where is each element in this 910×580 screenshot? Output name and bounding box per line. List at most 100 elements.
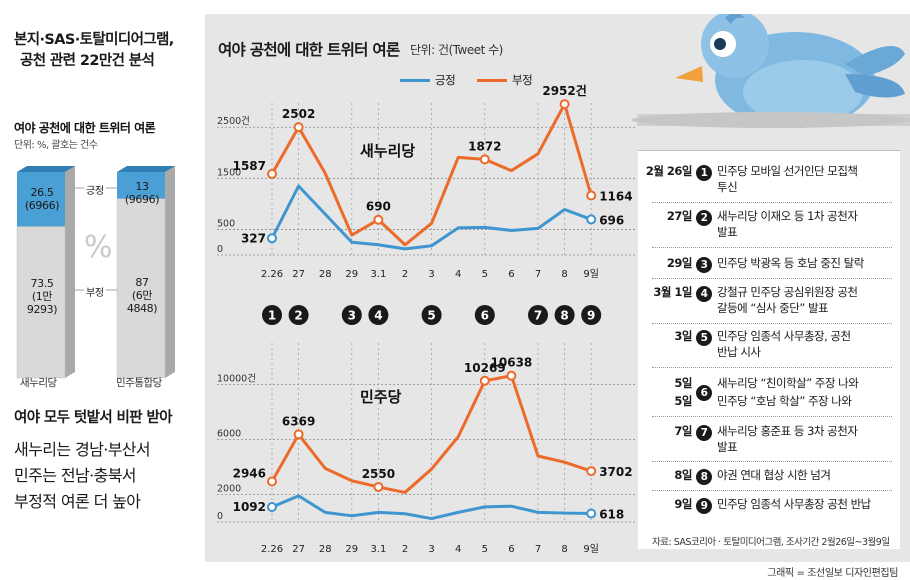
timeline-number-badge: 5	[696, 330, 712, 346]
data-point	[479, 375, 490, 386]
data-point	[506, 370, 517, 381]
data-point	[267, 501, 277, 512]
data-point	[559, 99, 570, 110]
timeline-text2: 발표	[717, 225, 738, 239]
x-tick-label: 8	[561, 269, 567, 280]
timeline-date: 7일	[674, 424, 692, 438]
data-label: 1092	[233, 500, 266, 514]
percent-symbol: %	[84, 230, 113, 265]
x-tick-label: 6	[508, 544, 514, 555]
timeline-date: 3일	[674, 329, 692, 343]
series-line-negative	[270, 102, 593, 247]
data-point	[373, 214, 384, 225]
event-number-label: 7	[534, 309, 542, 323]
data-point	[586, 466, 597, 477]
timeline-date: 2월 26일	[645, 164, 693, 178]
timeline-date: 27일	[666, 209, 693, 223]
timeline-date: 5일	[674, 376, 692, 390]
bar-positive-segment	[17, 172, 65, 227]
timeline-text: 민주당 임종석 사무총장, 공천	[717, 329, 851, 343]
x-tick-label: 29	[345, 269, 358, 280]
bar2-negative-value: 87	[135, 276, 149, 289]
timeline-separator	[652, 461, 892, 462]
series-line-positive	[270, 184, 592, 251]
data-point	[267, 476, 277, 487]
x-tick-label: 5	[482, 269, 488, 280]
timeline-separator	[652, 490, 892, 491]
bar-side	[165, 166, 175, 378]
headline-line2: 공천 관련 22만건 분석	[20, 53, 155, 69]
twitter-bird-icon	[631, 14, 910, 128]
timeline-separator	[652, 323, 892, 324]
timeline-date: 9일	[674, 497, 692, 511]
timeline-text2: 발표	[717, 440, 738, 454]
timeline-text: 새누리당 홍준표 등 3차 공천자	[717, 424, 858, 438]
event-number-label: 3	[348, 309, 356, 323]
x-tick-label: 5	[482, 544, 488, 555]
data-point	[373, 481, 384, 492]
x-tick-label: 3.1	[370, 269, 386, 280]
data-label: 2946	[233, 466, 266, 480]
timeline-separator	[652, 278, 892, 279]
event-number-label: 1	[268, 309, 276, 323]
headline-line1: 본지·SAS·토탈미디어그램,	[14, 32, 174, 48]
data-label: 10638	[491, 356, 533, 370]
bar-section-unit: 단위: %, 괄호는 건수	[14, 140, 98, 151]
timeline-separator	[652, 367, 892, 368]
data-point	[479, 154, 490, 165]
event-number-badge	[554, 305, 575, 325]
x-tick-label: 7	[535, 269, 541, 280]
data-point	[267, 233, 277, 244]
data-label: 2550	[362, 467, 395, 481]
chart-title: 새누리당	[360, 142, 415, 160]
bar-side	[65, 166, 75, 378]
event-number-badge	[262, 305, 282, 325]
x-tick-label: 2.26	[261, 544, 283, 555]
data-label: 2502	[282, 107, 315, 121]
x-tick-label: 28	[319, 544, 332, 555]
timeline-number-badge: 8	[696, 469, 712, 485]
y-tick-label: 10000건	[217, 374, 256, 385]
x-tick-label: 3	[428, 544, 434, 555]
y-tick-label: 0	[217, 511, 223, 522]
summary-line2: 민주는 전남·충북서	[14, 466, 137, 485]
bar1-positive-count: (6966)	[24, 199, 60, 212]
bar-section-title: 여야 공천에 대한 트위터 여론	[14, 121, 156, 135]
timeline-text2: 민주당 “호남 학살” 주장 나와	[717, 394, 852, 408]
timeline-date2: 5일	[674, 394, 692, 408]
panel-title: 여야 공천에 대한 트위터 여론	[218, 41, 400, 59]
data-point	[267, 168, 277, 179]
y-tick-label: 2500건	[217, 116, 250, 127]
data-label: 10269	[464, 361, 506, 375]
event-number-badge	[474, 305, 495, 325]
event-number-badge	[528, 305, 548, 325]
event-number-label: 6	[481, 309, 489, 323]
data-point	[586, 214, 597, 225]
x-tick-label: 7	[535, 544, 541, 555]
event-number-badge	[368, 305, 389, 325]
bar2-positive-value: 13	[135, 180, 149, 193]
data-point	[586, 190, 597, 201]
event-number-label: 8	[560, 309, 568, 323]
timeline-number-badge: 1	[696, 165, 712, 181]
x-tick-label: 3	[428, 269, 434, 280]
data-label: 1587	[233, 159, 266, 173]
timeline-text: 민주당 박광옥 등 호남 중진 탈락	[717, 256, 864, 270]
bar2-negative-count-b: 4848)	[126, 302, 158, 315]
timeline-text2: 반납 시사	[717, 345, 761, 359]
bar1-negative-count-b: 9293)	[26, 303, 58, 316]
bar2-name: 민주통합당	[116, 377, 162, 389]
legend-positive: 긍정	[400, 72, 456, 88]
bar-positive-segment	[117, 172, 165, 199]
source-note: 자료: SAS코리아 · 토탈미디어그램, 조사기간 2월26일~3월9일	[652, 537, 890, 548]
timeline-number-badge: 9	[696, 498, 712, 514]
legend-negative-swatch	[477, 79, 507, 82]
timeline-number-badge: 2	[696, 210, 712, 226]
x-tick-label: 9일	[583, 268, 599, 280]
data-point	[293, 429, 304, 440]
timeline-text2: 갈등에 “심사 중단” 발표	[717, 301, 829, 315]
x-tick-label: 27	[292, 269, 305, 280]
event-number-label: 2	[294, 309, 302, 323]
timeline-text: 새누리당 “친이학살” 주장 나와	[717, 376, 859, 390]
x-tick-label: 2	[402, 544, 408, 555]
